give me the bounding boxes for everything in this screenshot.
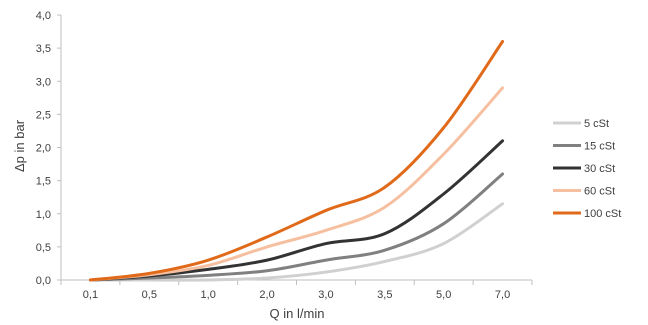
x-tick-label: 5,0: [436, 289, 451, 301]
y-axis: 0,0 0,5 1,0 1,5 2,0 2,5 3,0 3,5 4,0: [36, 10, 62, 287]
legend-label-15-cst: 15 cSt: [584, 141, 615, 153]
x-tick-label: 1,0: [201, 289, 216, 301]
series-line-15-cst: [88, 172, 505, 282]
x-tick-label: 0,5: [142, 289, 157, 301]
x-axis: 0,1 0,5 1,0 2,0 3,0 3,5 5,0 7,0: [60, 279, 533, 301]
legend-label-60-cst: 60 cSt: [584, 186, 615, 198]
y-tick-label: 1,5: [36, 176, 51, 188]
x-tick-label: 7,0: [495, 289, 510, 301]
y-tick-label: 2,0: [36, 143, 51, 155]
x-tick-label: 0,1: [83, 289, 98, 301]
x-tick-label: 3,5: [377, 289, 392, 301]
y-tick-label: 4,0: [36, 10, 51, 22]
series-line-100-cst: [88, 40, 505, 282]
y-tick-label: 2,5: [36, 109, 51, 121]
legend-label-100-cst: 100 cSt: [584, 208, 621, 220]
x-tick-label: 3,0: [318, 289, 333, 301]
series-line-5-cst: [88, 202, 505, 282]
y-tick-label: 0,5: [36, 242, 51, 254]
x-tick-label: 2,0: [259, 289, 274, 301]
y-tick-label: 3,5: [36, 43, 51, 55]
x-axis-title: Q in l/min: [270, 306, 325, 321]
y-tick-label: 3,0: [36, 76, 51, 88]
series-line-30-cst: [88, 139, 505, 282]
legend-label-5-cst: 5 cSt: [584, 118, 609, 130]
y-axis-title: Δp in bar: [12, 119, 27, 172]
legend: 5 cSt 15 cSt 30 cSt 60 cSt 100 cSt: [553, 118, 621, 220]
series-lines: [88, 40, 505, 282]
y-tick-label: 0,0: [36, 275, 51, 287]
legend-label-30-cst: 30 cSt: [584, 163, 615, 175]
y-tick-label: 1,0: [36, 209, 51, 221]
series-line-60-cst: [88, 86, 505, 282]
